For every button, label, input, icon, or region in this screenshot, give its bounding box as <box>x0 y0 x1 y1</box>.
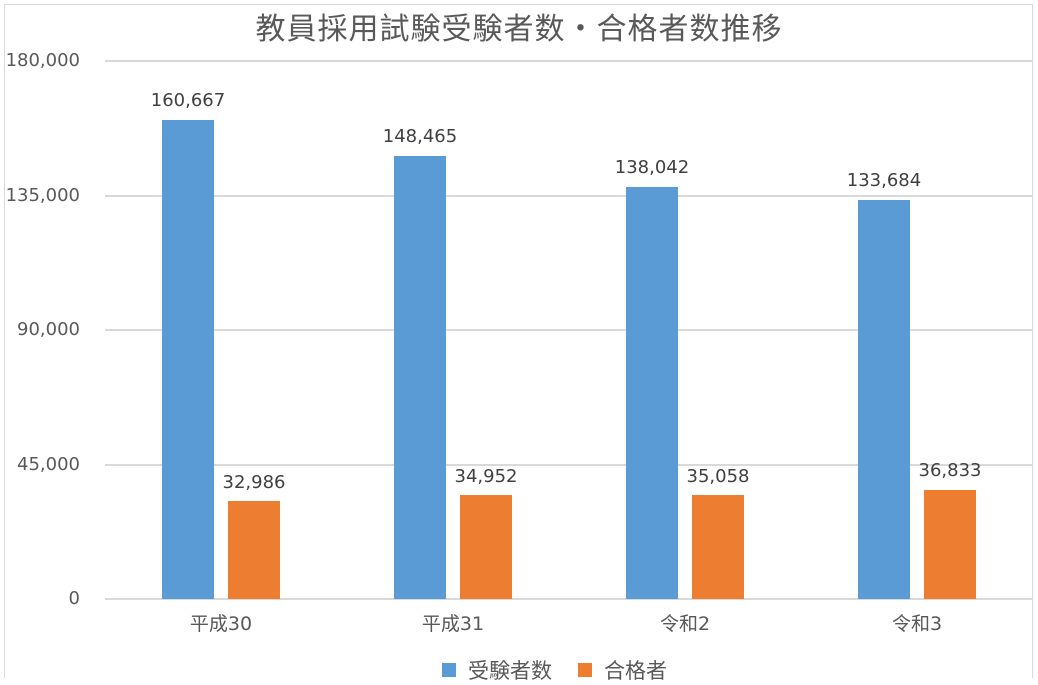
legend-swatch-orange <box>578 663 592 677</box>
bar-passed-h30 <box>228 501 280 599</box>
gridline-90000 <box>105 329 1032 331</box>
data-label-applicants: 133,684 <box>846 170 922 191</box>
x-tick-label: 令和2 <box>659 613 711 635</box>
bar-applicants-h30 <box>162 120 214 599</box>
y-tick-label: 45,000 <box>17 454 80 475</box>
bar-passed-r2 <box>692 495 744 599</box>
gridline-45000 <box>105 464 1032 466</box>
bar-applicants-h31 <box>394 156 446 599</box>
legend-label: 受験者数 <box>468 659 552 683</box>
data-label-applicants: 160,667 <box>150 90 226 111</box>
bar-passed-h31 <box>460 495 512 599</box>
data-label-passed: 35,058 <box>686 466 750 487</box>
x-axis-line <box>105 598 1032 600</box>
data-label-applicants: 148,465 <box>382 126 458 147</box>
legend-label: 合格者 <box>604 659 667 683</box>
data-label-passed: 36,833 <box>918 460 982 481</box>
y-tick-label: 0 <box>68 588 80 609</box>
legend-swatch-blue <box>442 663 456 677</box>
chart-legend: 受験者数 合格者 <box>442 655 693 685</box>
data-label-passed: 34,952 <box>454 466 518 487</box>
y-tick-label: 180,000 <box>5 50 80 71</box>
legend-item-applicants: 受験者数 <box>442 655 552 685</box>
bar-applicants-r2 <box>626 187 678 599</box>
bar-passed-r3 <box>924 490 976 599</box>
x-tick-label: 平成31 <box>421 613 485 635</box>
y-tick-label: 135,000 <box>5 185 80 206</box>
x-tick-label: 令和3 <box>891 613 943 635</box>
bar-applicants-r3 <box>858 200 910 599</box>
data-label-applicants: 138,042 <box>614 157 690 178</box>
gridline-135000 <box>105 195 1032 197</box>
x-tick-label: 平成30 <box>189 613 253 635</box>
chart-frame <box>4 4 1033 678</box>
gridline-180000 <box>105 60 1032 62</box>
legend-item-passed: 合格者 <box>578 655 667 685</box>
chart-title: 教員採用試験受験者数・合格者数推移 <box>255 12 783 47</box>
y-tick-label: 90,000 <box>17 319 80 340</box>
data-label-passed: 32,986 <box>222 472 286 493</box>
